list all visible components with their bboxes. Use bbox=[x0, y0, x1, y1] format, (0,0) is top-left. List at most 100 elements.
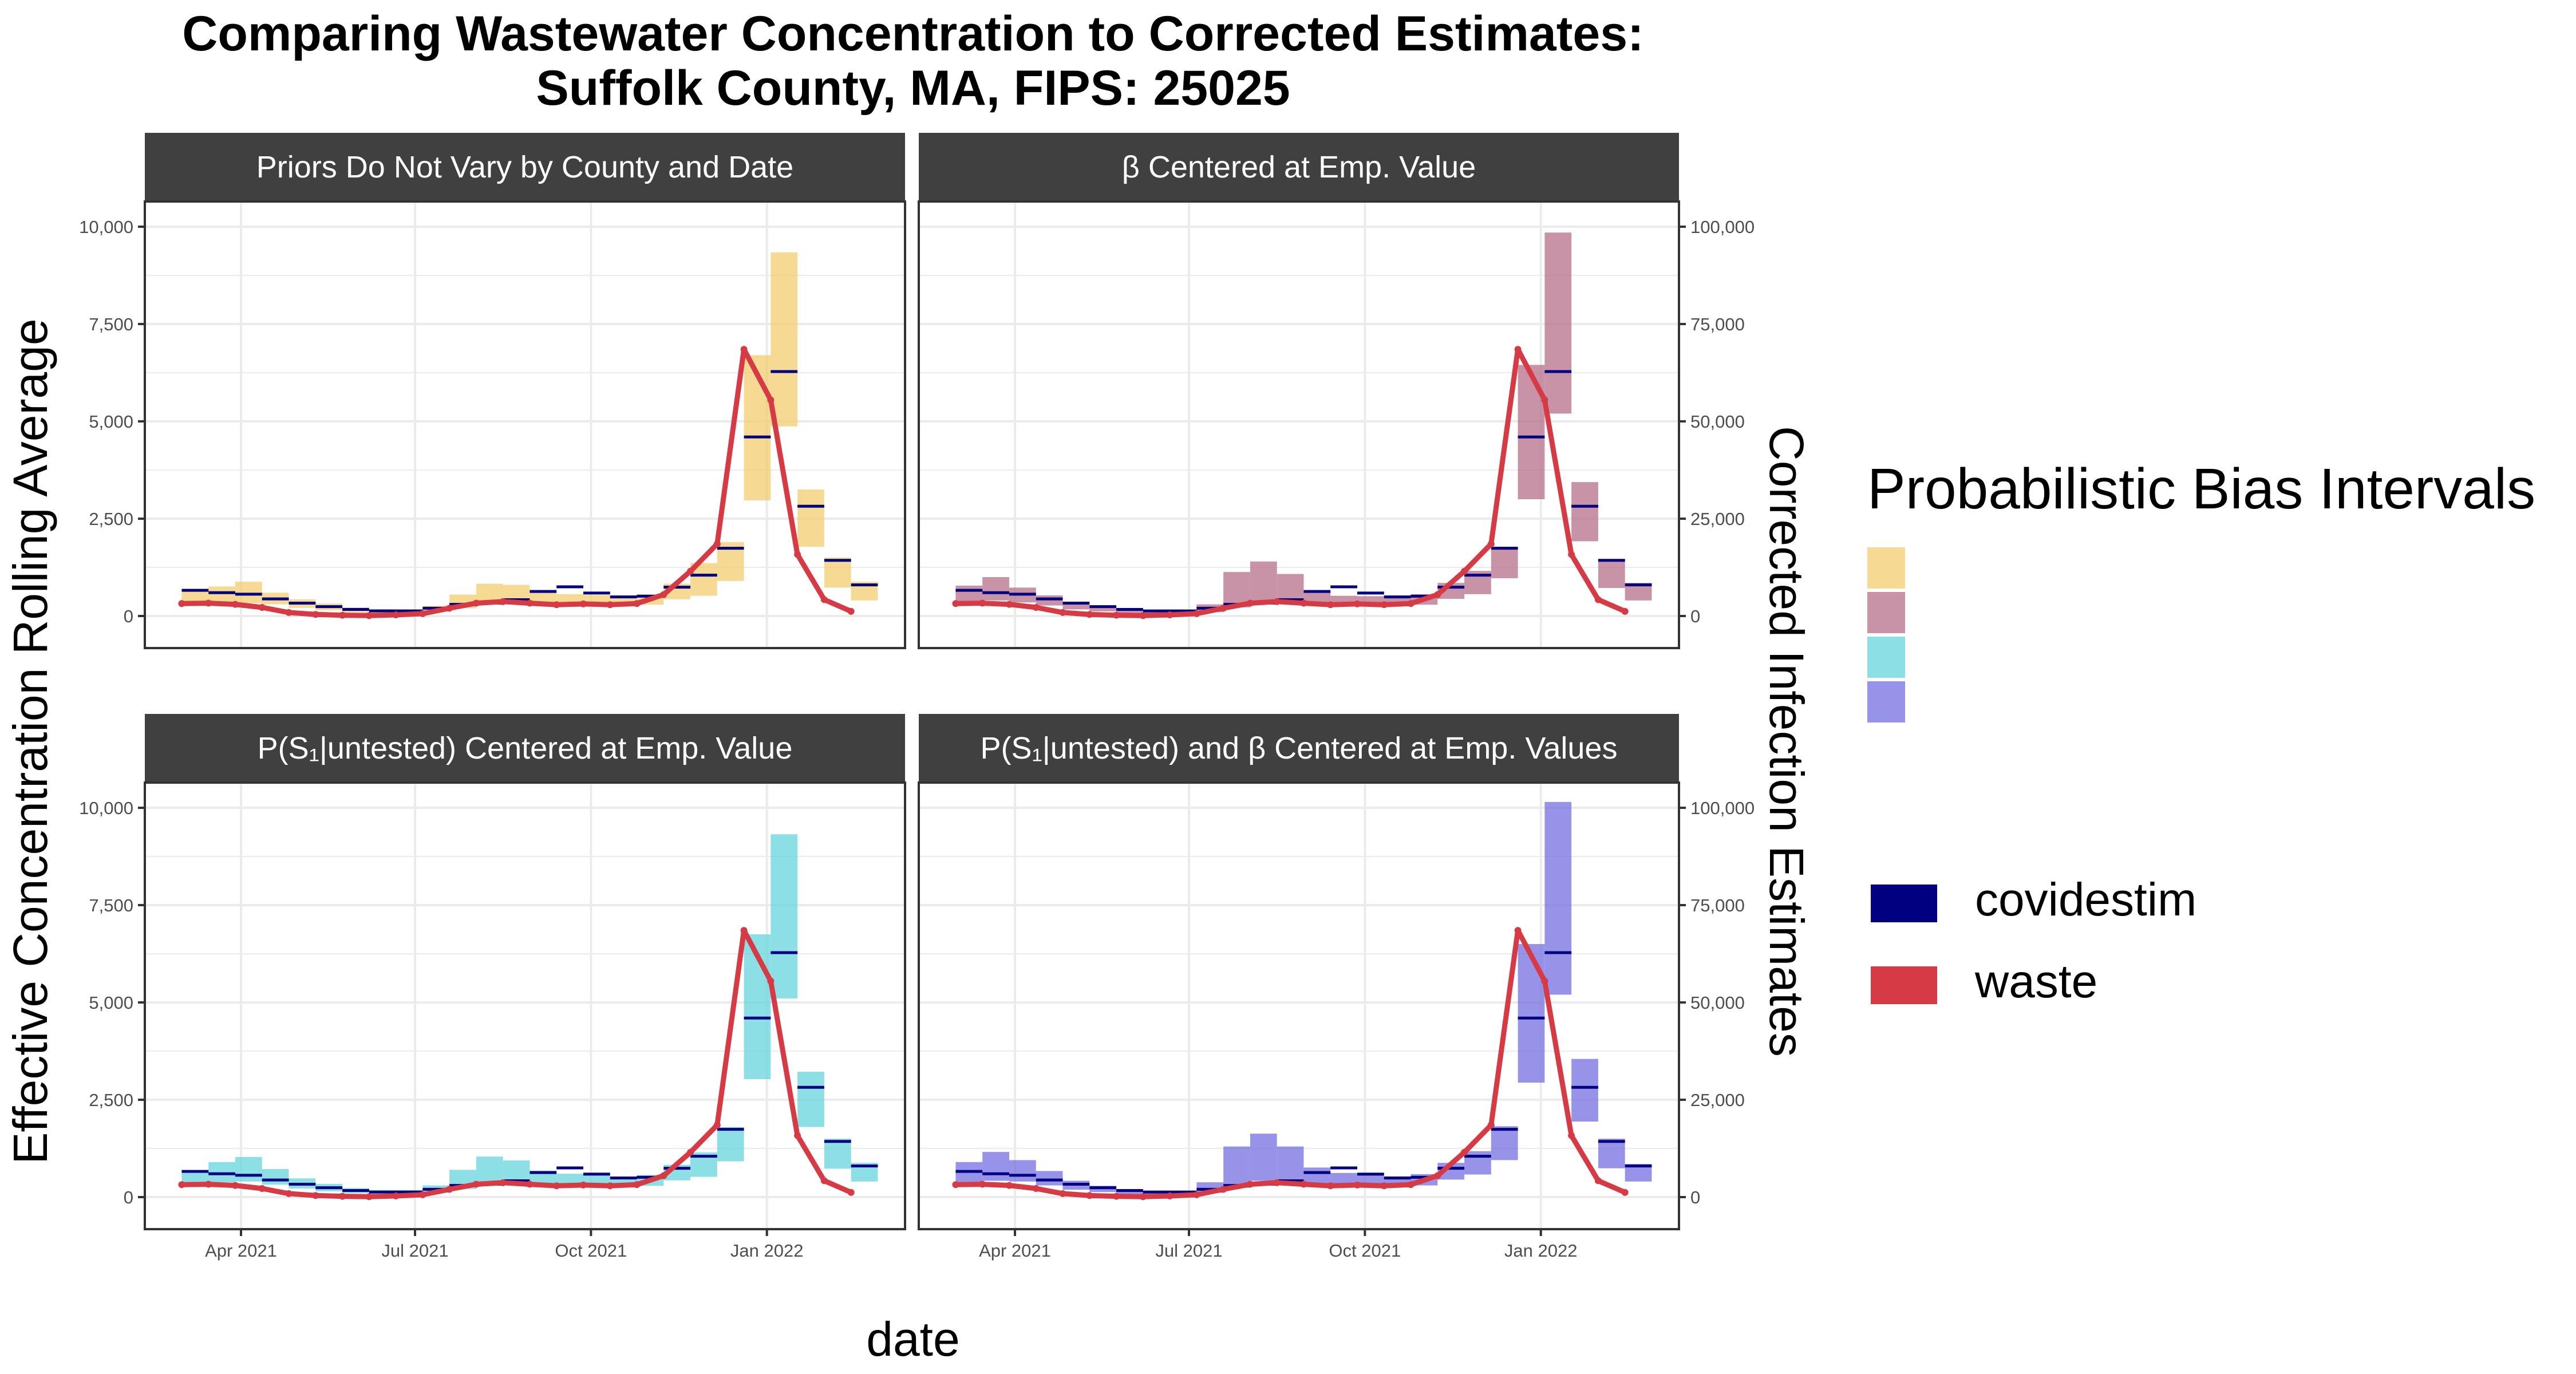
waste-point bbox=[1353, 600, 1361, 607]
waste-point bbox=[1621, 607, 1629, 615]
interval-band bbox=[797, 489, 824, 547]
waste-point bbox=[740, 927, 748, 934]
waste-point bbox=[526, 599, 534, 607]
waste-point bbox=[1086, 611, 1093, 618]
legend-line-key bbox=[1871, 966, 1937, 1004]
waste-point bbox=[499, 598, 507, 605]
waste-point bbox=[1461, 567, 1468, 575]
x-tick-label: Jul 2021 bbox=[381, 1241, 448, 1261]
x-tick-label: Apr 2021 bbox=[205, 1241, 277, 1261]
waste-point bbox=[365, 612, 373, 619]
waste-point bbox=[1220, 605, 1227, 612]
y-tick-label-left: 10,000 bbox=[79, 798, 133, 818]
interval-band bbox=[824, 1139, 851, 1169]
interval-band bbox=[1571, 482, 1598, 542]
waste-point bbox=[794, 551, 801, 558]
waste-point bbox=[579, 600, 587, 607]
waste-point bbox=[178, 1181, 185, 1189]
legend-line-label: waste bbox=[1974, 956, 2097, 1008]
waste-point bbox=[178, 600, 185, 607]
waste-point bbox=[687, 567, 694, 575]
waste-point bbox=[1327, 601, 1334, 609]
waste-point bbox=[472, 599, 480, 607]
legend: Probabilistic Bias Intervals covidestim w… bbox=[1867, 457, 2535, 1008]
facet-strip bbox=[145, 714, 905, 783]
facet-strip bbox=[919, 714, 1679, 783]
interval-band bbox=[771, 834, 798, 999]
waste-point bbox=[1300, 599, 1307, 607]
facet-title: β Centered at Emp. Value bbox=[1122, 150, 1476, 184]
interval-band bbox=[208, 1162, 235, 1183]
waste-point bbox=[1273, 1179, 1281, 1186]
waste-point bbox=[446, 605, 453, 612]
interval-band bbox=[1598, 559, 1625, 589]
waste-line bbox=[181, 927, 852, 1199]
x-tick-label: Oct 2021 bbox=[1329, 1241, 1401, 1261]
interval-band bbox=[208, 586, 235, 602]
interval-band bbox=[1250, 561, 1277, 601]
waste-point bbox=[1113, 611, 1120, 619]
legend-fill-key bbox=[1867, 637, 1905, 678]
waste-point bbox=[952, 600, 959, 607]
waste-point bbox=[1594, 1177, 1602, 1185]
interval-band bbox=[717, 1127, 744, 1162]
waste-point bbox=[1139, 1193, 1147, 1201]
interval-band bbox=[1491, 1126, 1518, 1160]
waste-point bbox=[419, 1191, 426, 1198]
waste-point bbox=[1514, 346, 1522, 353]
waste-point bbox=[1621, 1189, 1629, 1196]
waste-point bbox=[339, 1193, 346, 1200]
interval-band bbox=[1277, 1146, 1304, 1182]
interval-band bbox=[797, 1072, 824, 1127]
waste-line bbox=[955, 927, 1626, 1199]
facet-panels: Priors Do Not Vary by County and Date 0 2,… bbox=[79, 133, 1755, 1261]
waste-point bbox=[979, 599, 986, 607]
interval-band bbox=[955, 585, 983, 603]
y-tick-label-left: 2,500 bbox=[89, 1090, 133, 1110]
panel-border bbox=[918, 200, 1680, 649]
waste-point bbox=[1139, 612, 1147, 619]
interval-band bbox=[235, 1156, 262, 1182]
interval-band bbox=[1009, 1160, 1036, 1182]
waste-point bbox=[1514, 927, 1522, 934]
y-tick-label-right: 25,000 bbox=[1690, 509, 1745, 529]
interval-band bbox=[476, 1156, 503, 1183]
interval-band bbox=[530, 591, 557, 604]
waste-point bbox=[1434, 1172, 1441, 1179]
waste-point bbox=[1193, 1191, 1200, 1198]
waste-point bbox=[606, 601, 614, 609]
waste-point bbox=[392, 611, 400, 618]
waste-point bbox=[231, 1182, 239, 1189]
waste-point bbox=[472, 1180, 480, 1188]
waste-point bbox=[660, 591, 667, 598]
waste-point bbox=[1193, 610, 1200, 617]
x-tick-label: Jan 2022 bbox=[1504, 1241, 1578, 1261]
waste-point bbox=[1541, 396, 1548, 404]
waste-point bbox=[1353, 1181, 1361, 1189]
y-tick-label-right: 75,000 bbox=[1690, 314, 1745, 334]
y-tick-label-right: 75,000 bbox=[1690, 895, 1745, 915]
interval-band bbox=[1089, 606, 1117, 611]
interval-band bbox=[1036, 1171, 1063, 1186]
y-tick-label-left: 7,500 bbox=[89, 895, 133, 915]
interval-band bbox=[1518, 365, 1545, 499]
waste-point bbox=[1113, 1193, 1120, 1200]
panel-border bbox=[144, 781, 906, 1230]
waste-point bbox=[952, 1181, 959, 1189]
y-tick-label-left: 0 bbox=[124, 606, 133, 626]
waste-point bbox=[1005, 1182, 1013, 1189]
waste-point bbox=[1380, 1182, 1388, 1190]
y-tick-label-left: 10,000 bbox=[79, 217, 133, 237]
waste-point bbox=[312, 611, 319, 618]
interval-band bbox=[262, 1169, 289, 1185]
waste-point bbox=[1273, 598, 1281, 605]
panel-border bbox=[144, 200, 906, 649]
waste-point bbox=[713, 540, 721, 548]
interval-band bbox=[1116, 609, 1143, 613]
waste-point bbox=[1568, 1132, 1575, 1139]
waste-point bbox=[1059, 609, 1066, 616]
waste-point bbox=[687, 1148, 694, 1156]
waste-point bbox=[231, 601, 239, 608]
waste-point bbox=[820, 1177, 828, 1185]
waste-point bbox=[1032, 604, 1040, 611]
